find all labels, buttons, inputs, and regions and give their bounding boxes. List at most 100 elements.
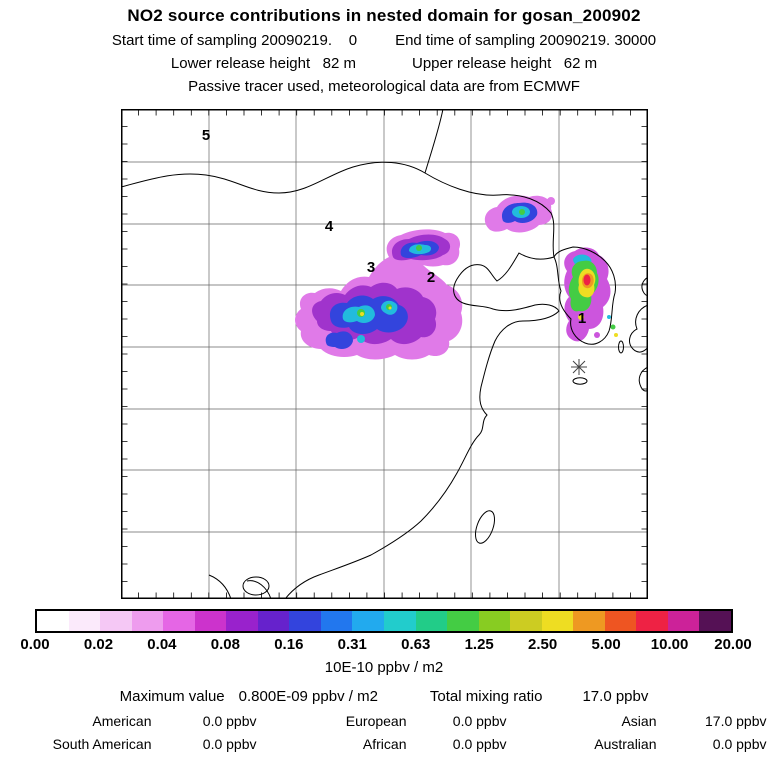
plume-main-green-c [415,245,422,251]
tracer-note-line: Passive tracer used, meteorological data… [0,78,768,95]
coastlines [120,109,648,599]
colorbar-tick-label: 10.00 [650,636,689,653]
colorbar-tick-label: 2.50 [528,636,558,653]
contribution-label-american: American [92,713,152,729]
colorbar-tick-label: 0.31 [337,636,367,653]
figure-title: NO2 source contributions in nested domai… [127,6,641,25]
total-ratio-value: 17.0 ppbv [582,688,649,705]
colorbar-tick-label: 0.08 [210,636,240,653]
colorbar-tick-label: 20.00 [714,636,752,653]
marker-2: 2 [426,269,434,286]
plume-korea-east-cyan [606,315,611,319]
plume-korea-east-green [610,324,615,330]
plume-main-cyan-c [356,335,365,343]
colorbar-segment [604,611,637,631]
colorbar-segment [541,611,574,631]
map-frame [120,109,648,599]
release-heights-line: Lower release height 82 m Upper release … [0,55,768,72]
plume-korea-yellow-tail [577,314,584,320]
coastline-japan [628,276,648,392]
plume-main-yellow-b [388,306,391,310]
island-hainan [242,576,269,596]
map-canvas: 5 4 3 2 1 [120,109,648,599]
max-value-label: Maximum value [119,688,225,705]
contribution-value-african: 0.0 ppbv [452,736,507,752]
concentration-plumes [294,195,618,360]
island-taiwan [474,510,495,544]
colorbar-segment [478,611,511,631]
plume-main-blue-lobe [325,331,353,349]
marker-3: 3 [366,259,374,276]
colorbar-tick-label: 1.25 [464,636,494,653]
start-time-text: Start time of sampling 20090219. 0 [111,32,358,49]
colorbar-segment [131,611,164,631]
figure: NO2 source contributions in nested domai… [0,6,768,752]
coastline-gulf [208,574,271,599]
colorbar-segment [636,611,668,631]
colorbar-segment [68,611,101,631]
source-markers: 5 4 3 2 1 [201,127,585,327]
plume-korea-red-core [583,274,590,286]
contribution-value-south-american: 0.0 ppbv [202,736,257,752]
colorbar-segment [352,611,385,631]
colorbar-segment [415,611,448,631]
contribution-value-american: 0.0 ppbv [202,713,257,729]
lower-release-text: Lower release height 82 m [170,55,356,72]
marker-4: 4 [324,218,333,235]
contribution-label-australian: Australian [594,736,657,752]
colorbar-panel: 0.00 0.02 0.04 0.08 0.16 0.31 0.63 1.25 2.50 5.00… [20,609,752,676]
colorbar-segment [320,611,353,631]
colorbar-tick-row: 0.00 0.02 0.04 0.08 0.16 0.31 0.63 1.25 2.50 5.00… [20,636,751,656]
contribution-label-african: African [362,736,407,752]
colorbar-segment [226,611,258,631]
colorbar-tick-label: 0.00 [20,636,50,653]
colorbar-segment [194,611,227,631]
plume-main-yellow-a [359,312,364,316]
colorbar-segment [163,611,195,631]
colorbar-tick-label: 0.63 [401,636,431,653]
map-panel: 5 4 3 2 1 [120,109,648,599]
colorbar-tick-label: 0.02 [83,636,114,653]
plume-north-fringe-dot [546,197,555,205]
receptor-marker-icon [570,359,587,375]
marker-1: 1 [577,310,585,327]
contribution-value-european: 0.0 ppbv [452,713,507,729]
border-lines [120,109,554,258]
colorbar-gradient [35,609,733,633]
contributions-table: American 0.0 ppbv European 0.0 ppbv Asia… [2,713,767,752]
colorbar-segment [100,611,132,631]
summary-line: Maximum value 0.800E-09 ppbv / m2 Total … [0,688,768,705]
colorbar-unit-label: 10E-10 ppbv / m2 [324,659,444,676]
colorbar-segment [699,611,732,631]
colorbar-segment [257,611,290,631]
marker-5: 5 [201,127,209,144]
contribution-value-asian: 17.0 ppbv [705,713,767,729]
island-tsushima [617,340,624,354]
plume-korea-fringe-dot [593,332,600,338]
plume-north-green [518,209,525,215]
sampling-times-line: Start time of sampling 20090219. 0 End t… [0,32,768,49]
island-jeju [572,377,587,385]
colorbar-segment [384,611,416,631]
colorbar-tick-label: 0.04 [147,636,177,653]
colorbar-segment [573,611,605,631]
end-time-text: End time of sampling 20090219. 30000 [395,32,657,49]
coastline-china [284,252,560,599]
tracer-note-text: Passive tracer used, meteorological data… [188,78,580,95]
map-frame-ticks [122,110,646,598]
colorbar-segment [510,611,542,631]
colorbar-segment [667,611,700,631]
colorbar-segment [37,611,69,631]
total-ratio-label: Total mixing ratio [429,688,543,705]
contribution-label-asian: Asian [621,713,657,729]
plume-korea-east-yellow [613,333,618,337]
coastline-korea [552,246,616,345]
contribution-label-european: European [345,713,407,729]
upper-release-text: Upper release height 62 m [412,55,598,72]
colorbar-segment [289,611,321,631]
colorbar-tick-label: 5.00 [591,636,621,653]
colorbar-tick-label: 0.16 [274,636,304,653]
max-value: 0.800E-09 ppbv / m2 [238,688,378,705]
contribution-label-south-american: South American [52,736,152,752]
colorbar-segment [447,611,479,631]
